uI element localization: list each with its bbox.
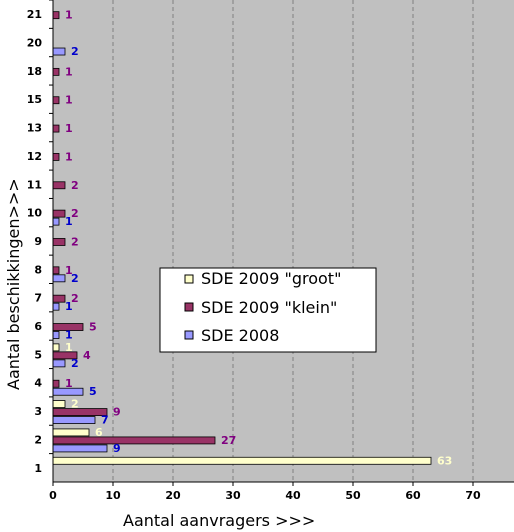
data-label: 1 <box>65 94 73 107</box>
y-tick-label: 10 <box>27 207 43 220</box>
x-tick-label: 10 <box>105 489 121 502</box>
bar-10-series-2 <box>52 217 60 226</box>
x-tick-label: 0 <box>49 489 57 502</box>
data-label: 7 <box>101 414 109 427</box>
y-tick-label: 12 <box>27 150 42 163</box>
data-label: 9 <box>113 442 121 455</box>
bar-6-series-2 <box>52 331 60 339</box>
data-label: 2 <box>71 179 79 192</box>
bar-5-series-0 <box>52 343 60 352</box>
bar-8-series-1 <box>52 266 60 275</box>
data-label: 6 <box>95 426 103 439</box>
legend-swatch-2008 <box>184 330 194 340</box>
data-label: 63 <box>437 454 452 467</box>
bar-4-series-1 <box>52 379 60 388</box>
plot-area <box>53 0 514 482</box>
bar-1-series-0 <box>52 456 432 465</box>
data-label: 4 <box>83 349 91 362</box>
legend-label-klein: SDE 2009 "klein" <box>201 298 337 317</box>
x-tick-label: 40 <box>285 489 301 502</box>
y-tick-label: 3 <box>34 405 42 418</box>
gridlines <box>112 0 474 482</box>
x-axis-title: Aantal aanvragers >>> <box>123 511 315 530</box>
data-label: 27 <box>221 434 236 447</box>
data-label: 1 <box>65 264 73 277</box>
bar-2-series-2 <box>52 444 108 453</box>
x-tick-label: 50 <box>345 489 361 502</box>
x-tick-label: 30 <box>225 489 241 502</box>
legend-label-groot: SDE 2009 "groot" <box>201 269 341 288</box>
legend: SDE 2009 "groot" SDE 2009 "klein" SDE 20… <box>159 267 377 353</box>
data-label: 1 <box>65 341 73 354</box>
data-label: 2 <box>71 272 79 285</box>
bar-5-series-2 <box>52 359 66 368</box>
bar-15-series-1 <box>52 96 60 105</box>
y-tick-label: 8 <box>34 263 42 276</box>
data-label: 2 <box>71 357 79 370</box>
bar-13-series-1 <box>52 124 60 133</box>
y-tick-label: 9 <box>34 235 42 248</box>
x-tick-label: 60 <box>405 489 421 502</box>
data-label: 1 <box>65 65 73 78</box>
data-label: 2 <box>71 207 79 220</box>
bar-2-series-1 <box>52 436 216 445</box>
bar-10-series-1 <box>52 209 66 218</box>
y-tick-label: 13 <box>27 122 42 135</box>
y-tick-label: 18 <box>27 65 42 78</box>
bar-3-series-0 <box>52 400 66 408</box>
bar-18-series-1 <box>52 67 60 76</box>
x-tick-label: 70 <box>465 489 481 502</box>
data-label: 2 <box>71 398 79 411</box>
bar-2-series-0 <box>52 428 90 437</box>
data-label: 9 <box>113 406 121 419</box>
y-tick-label: 2 <box>34 433 42 446</box>
x-tick-labels: 0 10 20 30 40 50 60 70 <box>49 482 481 502</box>
legend-swatch-klein <box>184 302 194 312</box>
bar-11-series-1 <box>52 181 66 190</box>
y-tick-label: 15 <box>27 93 42 106</box>
y-tick-label: 6 <box>34 320 42 333</box>
bar-9-series-1 <box>52 238 66 246</box>
y-tick-label: 4 <box>34 377 42 390</box>
data-label: 1 <box>65 377 73 390</box>
bar-8-series-2 <box>52 274 66 283</box>
y-axis-title: Aantal beschikkingen>>> <box>4 178 23 390</box>
y-tick-label: 7 <box>34 292 42 305</box>
bar-7-series-2 <box>52 302 60 311</box>
data-label: 2 <box>71 235 79 248</box>
data-label: 5 <box>89 385 97 398</box>
bar-12-series-1 <box>52 153 60 161</box>
legend-swatch-groot <box>184 274 194 284</box>
y-tick-label: 20 <box>27 37 43 50</box>
y-tick-label: 11 <box>27 178 42 191</box>
legend-box <box>159 267 377 353</box>
x-tick-label: 20 <box>165 489 181 502</box>
y-tick-label: 21 <box>27 8 42 21</box>
data-label: 1 <box>65 300 73 313</box>
legend-label-2008: SDE 2008 <box>201 326 279 345</box>
data-label: 1 <box>65 9 73 22</box>
data-label: 5 <box>89 321 97 334</box>
data-label: 1 <box>65 329 73 342</box>
y-tick-label: 5 <box>34 348 42 361</box>
bar-21-series-1 <box>52 11 60 20</box>
data-label: 2 <box>71 292 79 305</box>
bar-3-series-2 <box>52 416 96 424</box>
data-label: 1 <box>65 215 73 228</box>
bar-7-series-1 <box>52 294 66 303</box>
y-tick-label: 1 <box>34 462 42 475</box>
data-label: 1 <box>65 150 73 163</box>
bar-3-series-1 <box>52 408 108 416</box>
bar-20-series-2 <box>52 47 66 56</box>
data-label: 1 <box>65 122 73 135</box>
data-label: 2 <box>71 45 79 58</box>
